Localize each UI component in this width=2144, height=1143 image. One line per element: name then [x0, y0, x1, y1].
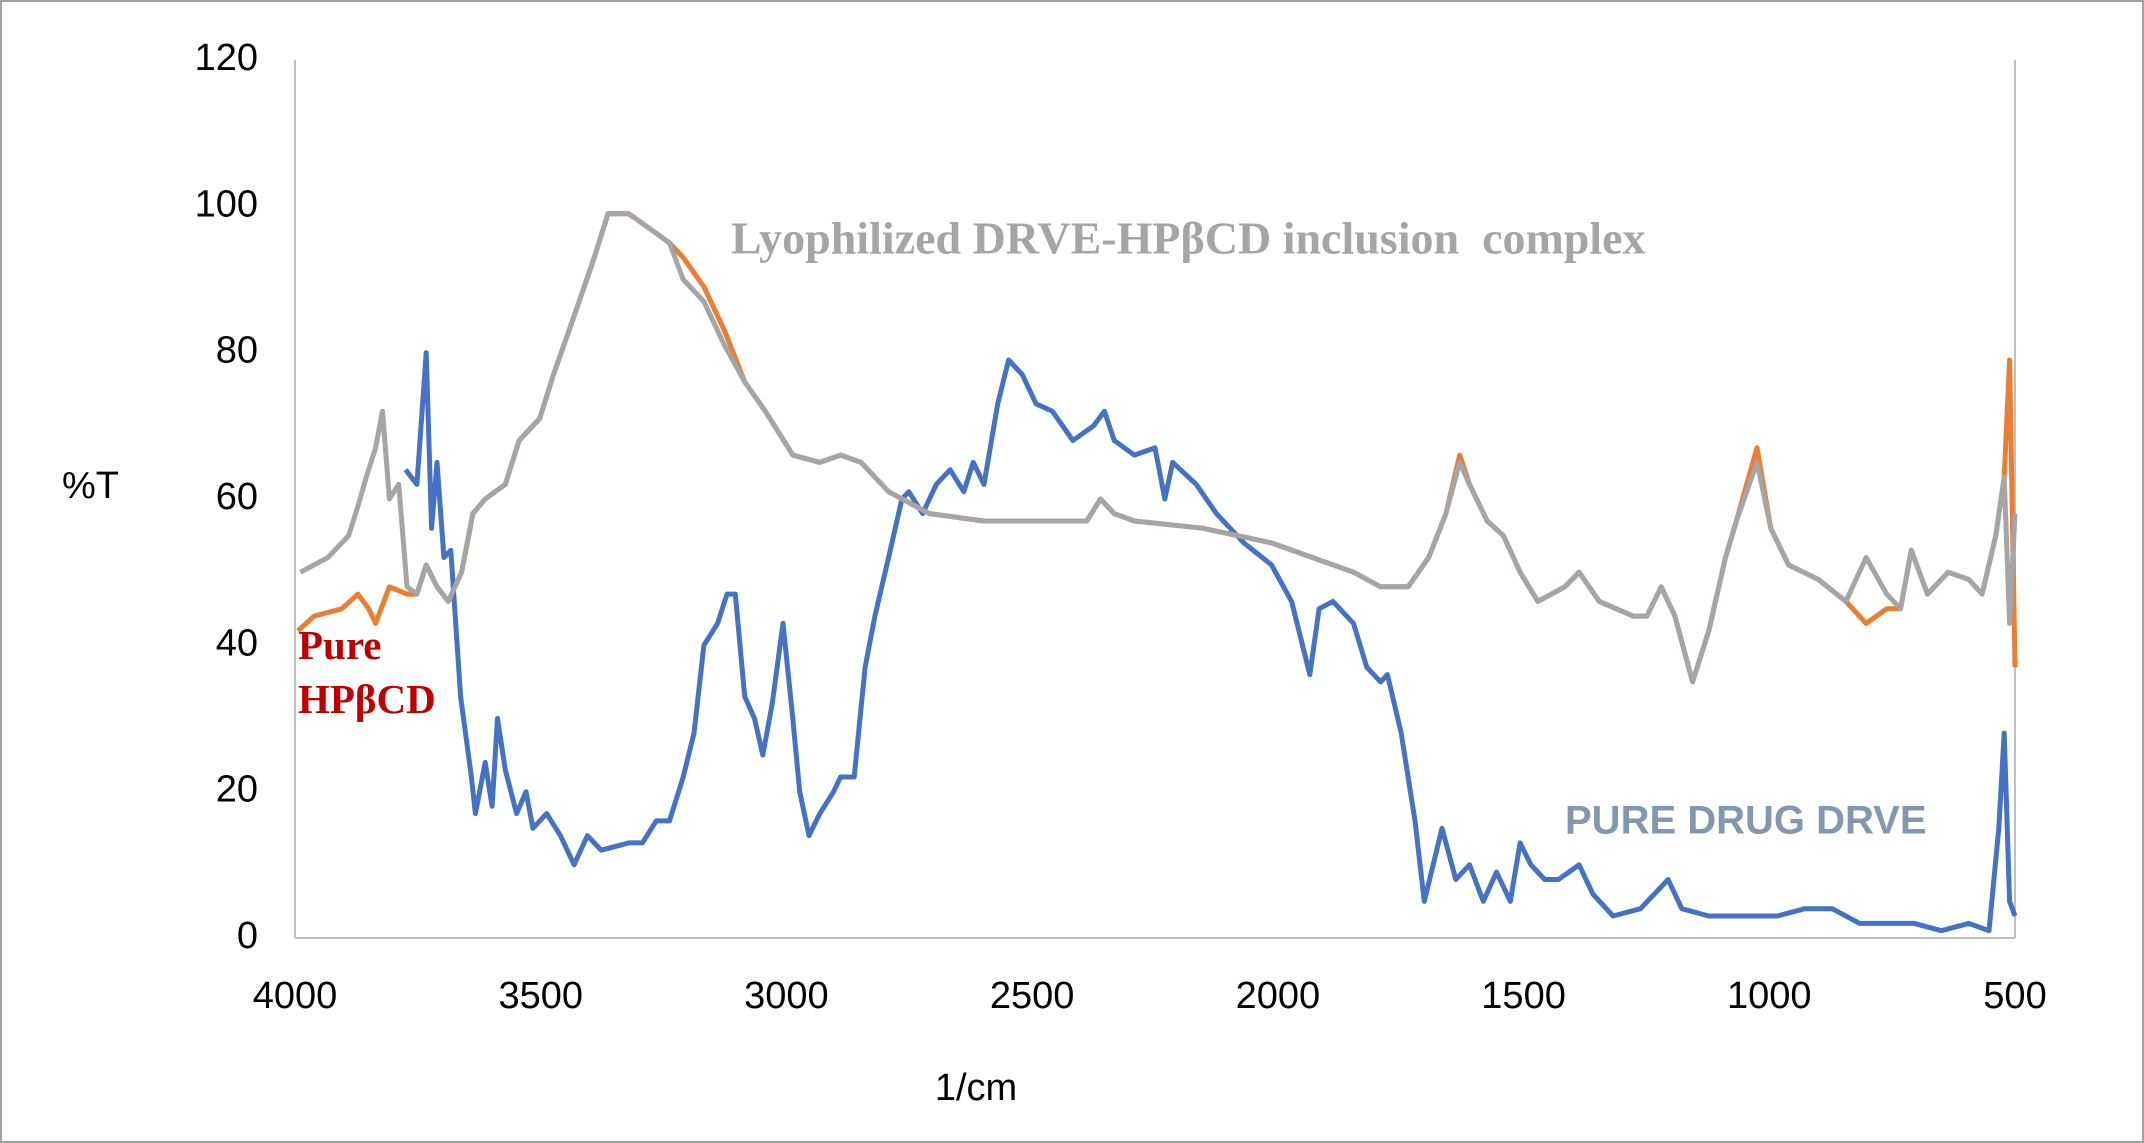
series-line	[299, 211, 2018, 685]
y-tick-label: 0	[237, 915, 258, 957]
y-tick-label: 80	[216, 330, 258, 372]
x-axis-label: 1/cm	[935, 1067, 1017, 1109]
y-tick-label: 40	[216, 622, 258, 664]
x-tick-label: 1500	[1481, 975, 1566, 1017]
x-tick-label: 3000	[744, 975, 829, 1017]
x-tick-label: 4000	[253, 975, 338, 1017]
y-axis-label: %T	[62, 465, 119, 507]
series-line	[403, 350, 2018, 934]
x-tick-label: 2500	[990, 975, 1075, 1017]
series-annotation: Lyophilized DRVE-HPβCD inclusion complex	[731, 213, 1646, 264]
x-tick-label: 3500	[498, 975, 583, 1017]
y-tick-label: 100	[195, 183, 258, 225]
series-annotation: PURE DRUG DRVE	[1565, 799, 1927, 843]
x-tick-label: 1000	[1727, 975, 1812, 1017]
y-tick-label: 120	[195, 37, 258, 79]
series-annotation: Pure HPβCD	[298, 622, 436, 722]
y-tick-label: 20	[216, 769, 258, 811]
y-tick-label: 60	[216, 476, 258, 518]
x-tick-label: 2000	[1236, 975, 1321, 1017]
x-tick-label: 500	[1983, 975, 2046, 1017]
